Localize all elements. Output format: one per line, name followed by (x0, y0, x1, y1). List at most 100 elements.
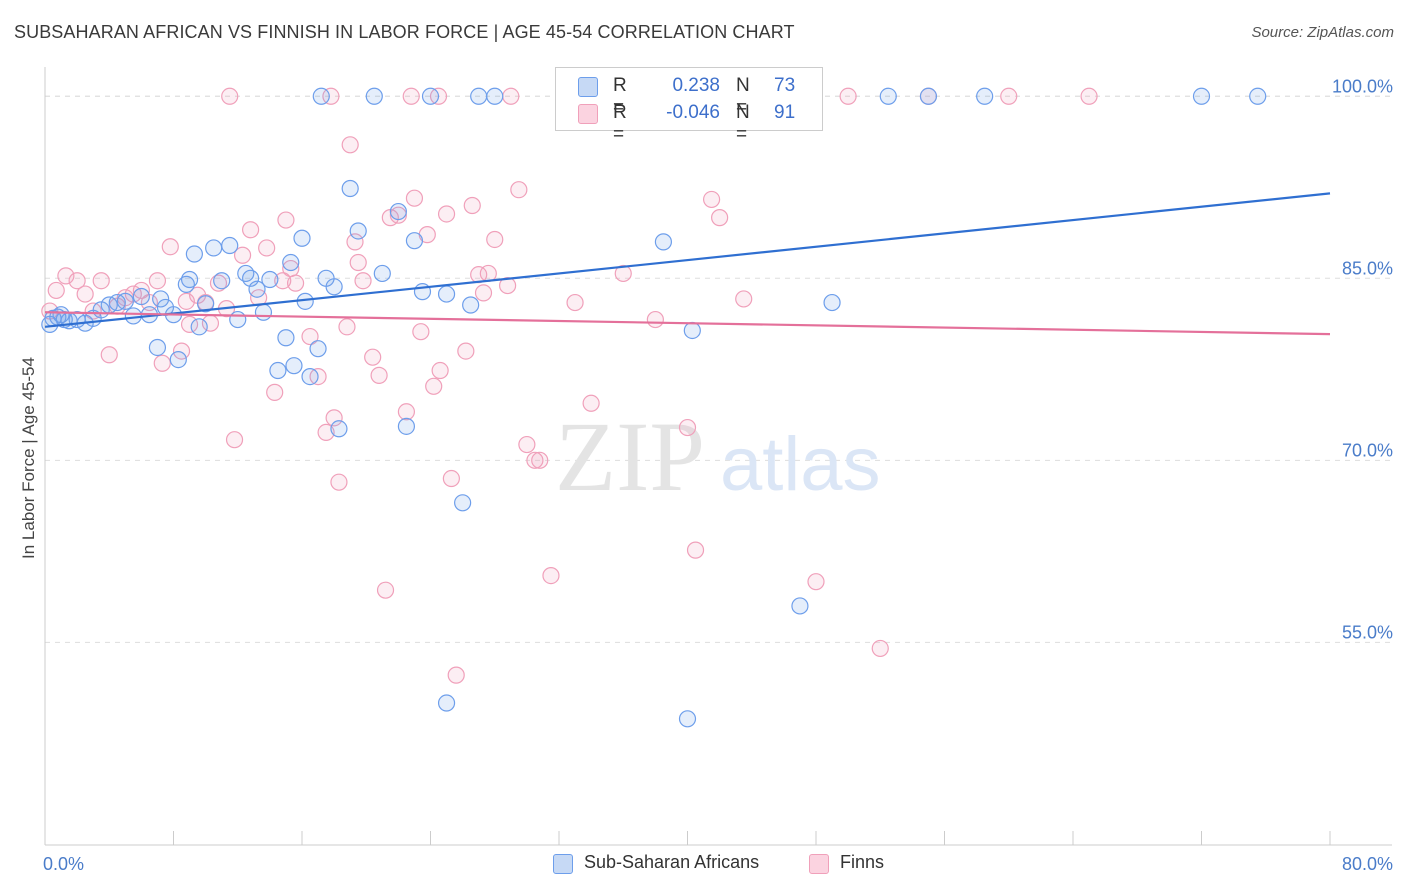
data-point (614, 264, 632, 283)
data-point (526, 451, 544, 469)
data-point (317, 423, 335, 442)
legend-swatch-blue (578, 77, 598, 97)
data-point (100, 346, 118, 364)
data-point (373, 264, 391, 283)
data-point (479, 264, 497, 283)
data-point (197, 295, 215, 313)
legend-n-value: 91 (774, 102, 796, 123)
data-point (389, 202, 407, 221)
data-point (376, 581, 395, 599)
y-tick-label: 85.0% (1342, 258, 1393, 278)
data-point (542, 567, 560, 585)
data-point (325, 278, 343, 296)
data-point (510, 181, 528, 199)
data-point (566, 293, 584, 312)
data-point (463, 196, 481, 215)
data-point (266, 383, 284, 401)
data-point (341, 136, 359, 154)
data-point (735, 290, 753, 308)
data-point (309, 340, 327, 358)
data-point (169, 350, 187, 369)
data-point (76, 285, 94, 303)
data-point (330, 473, 348, 491)
data-point (711, 209, 729, 227)
data-point (365, 87, 383, 105)
data-point (209, 274, 228, 292)
data-point (678, 710, 697, 728)
data-point (325, 409, 343, 427)
y-axis-label: In Labor Force | Age 45-54 (19, 357, 38, 559)
x-tick-label: 80.0% (1342, 854, 1393, 874)
data-point (233, 246, 252, 264)
data-point (258, 239, 276, 257)
data-point (148, 272, 167, 290)
data-point (364, 348, 382, 366)
y-tick-label: 100.0% (1332, 76, 1393, 96)
data-point (221, 87, 239, 105)
data-point (254, 303, 273, 321)
data-point (871, 639, 889, 658)
data-point (582, 394, 600, 412)
data-point (470, 87, 488, 105)
data-point (349, 222, 367, 240)
data-point (791, 597, 809, 615)
data-point (646, 310, 664, 329)
data-point (312, 87, 330, 105)
data-point (683, 321, 701, 340)
data-point (405, 189, 424, 207)
data-point (237, 264, 255, 283)
legend-r-value: 0.238 (672, 75, 720, 96)
data-point (397, 417, 416, 435)
legend-n-label: N = (736, 75, 750, 118)
data-point (132, 287, 150, 306)
trend-line (44, 192, 1331, 328)
data-point (437, 694, 456, 712)
data-point (148, 338, 167, 357)
data-point (322, 87, 340, 105)
data-point (839, 87, 857, 105)
data-point (185, 245, 203, 263)
y-tick-label: 55.0% (1342, 622, 1393, 642)
trend-lines (44, 192, 1331, 336)
data-point (346, 233, 364, 251)
data-point (486, 230, 504, 249)
data-point (277, 329, 295, 347)
bottom-legend-label: Finns (840, 852, 885, 872)
legend-n-label: N = (736, 102, 750, 145)
y-tick-labels: 55.0% 70.0% 85.0% 100.0% (1332, 76, 1393, 642)
legend-r-label: R = (613, 75, 627, 118)
watermark: ZIP atlas (555, 401, 881, 512)
data-point (152, 290, 170, 308)
data-point (132, 281, 150, 300)
watermark-atlas: atlas (720, 422, 881, 507)
data-point (274, 272, 292, 290)
legend-swatch-pink (578, 104, 598, 124)
data-point (678, 418, 697, 437)
data-point (349, 253, 367, 272)
data-point (702, 190, 721, 209)
data-point (57, 267, 75, 285)
data-point (976, 87, 994, 105)
legend-r-label: R = (613, 102, 627, 145)
data-point (190, 318, 208, 336)
data-point (221, 236, 239, 255)
data-point (462, 296, 480, 314)
data-point (402, 87, 420, 105)
data-point (269, 361, 287, 380)
data-point (1080, 87, 1098, 105)
data-point (437, 285, 456, 303)
y-tick-label: 70.0% (1342, 440, 1393, 460)
data-point (261, 270, 279, 289)
data-point (248, 280, 266, 298)
data-point (499, 276, 517, 295)
data-point (686, 541, 705, 559)
finns-points (41, 87, 1098, 684)
data-point (431, 361, 449, 380)
data-point (457, 342, 475, 360)
bottom-legend-swatch-blue (553, 854, 573, 874)
data-point (286, 274, 305, 292)
data-point (370, 366, 388, 384)
data-point (474, 284, 493, 302)
data-point (301, 327, 319, 346)
